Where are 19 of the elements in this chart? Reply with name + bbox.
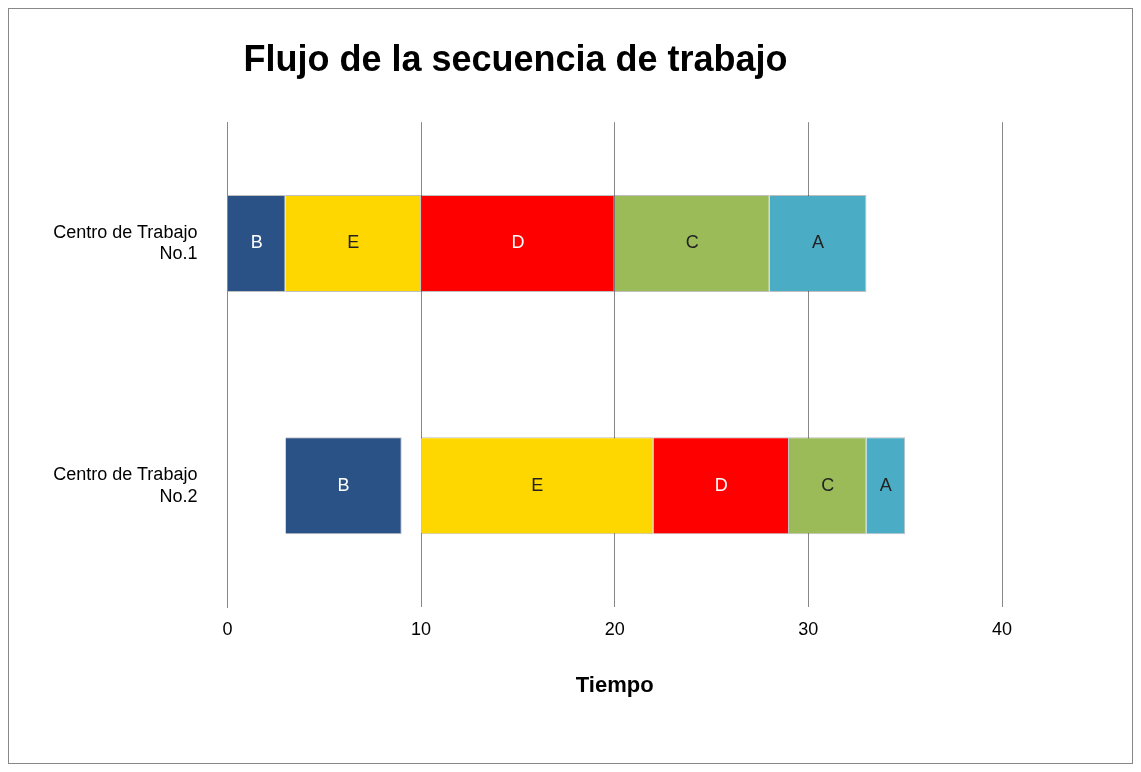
text: C bbox=[685, 232, 699, 253]
chart-title: Flujo de la secuencia de trabajo bbox=[243, 37, 788, 79]
x-tick-label: 40 bbox=[991, 618, 1013, 639]
series-label: C bbox=[821, 474, 835, 495]
series-label: B bbox=[250, 232, 263, 253]
series-label: D bbox=[714, 474, 728, 495]
text: D bbox=[511, 232, 525, 253]
series-label: A bbox=[879, 474, 892, 495]
y-tick-label: Centro de Trabajo No.1 bbox=[53, 221, 198, 264]
x-tick-label: 30 bbox=[798, 618, 819, 639]
series-label: E bbox=[531, 474, 544, 495]
x-tick-label: 20 bbox=[604, 618, 625, 639]
x-tick-label: 10 bbox=[411, 618, 432, 639]
text: B bbox=[337, 474, 350, 495]
y-tick-label: Centro de Trabajo No.2 bbox=[53, 463, 198, 506]
x-axis-title: Tiempo bbox=[575, 671, 654, 697]
text: A bbox=[812, 232, 825, 253]
text: E bbox=[347, 232, 360, 253]
x-tick-label: 0 bbox=[222, 618, 233, 639]
